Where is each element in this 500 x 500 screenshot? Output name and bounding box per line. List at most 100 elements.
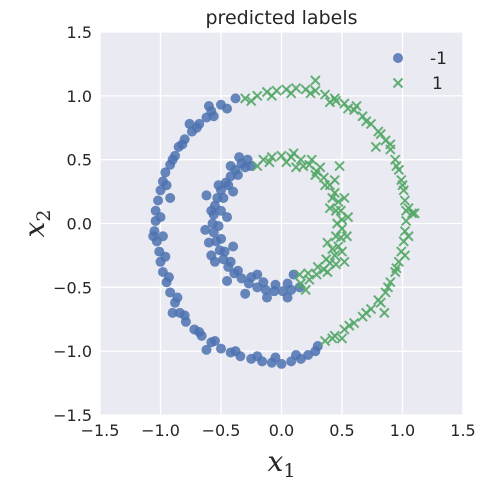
point-pos-116 [294, 269, 305, 280]
point-pos-55 [375, 297, 386, 308]
point-pos-112 [290, 162, 302, 173]
y-tick-label-4: 0.5 [67, 151, 92, 170]
point-neg-112 [282, 292, 293, 303]
point-pos-100 [302, 268, 314, 279]
point-neg-81 [236, 273, 247, 284]
legend-label-pos: 1 [432, 74, 443, 94]
point-pos-108 [336, 246, 348, 257]
point-neg-56 [270, 352, 281, 363]
y-tick-label-0: −1.5 [53, 406, 92, 425]
point-neg-84 [260, 284, 271, 295]
y-tick-label-5: 1.0 [67, 87, 92, 106]
point-neg-93 [216, 205, 226, 216]
point-pos-47 [391, 160, 402, 172]
point-neg-116 [228, 241, 239, 252]
point-pos-59 [310, 75, 321, 86]
point-neg-64 [201, 344, 212, 355]
point-pos-113 [306, 154, 317, 165]
point-neg-48 [160, 251, 171, 262]
point-pos-61 [351, 100, 362, 112]
point-pos-105 [339, 192, 350, 204]
point-pos-29 [385, 277, 396, 288]
series-pos-points [239, 75, 420, 347]
point-pos-50 [406, 208, 418, 219]
point-neg-94 [213, 221, 224, 232]
point-pos-46 [385, 139, 396, 150]
point-neg-103 [234, 152, 245, 163]
point-pos-118 [339, 256, 350, 268]
point-neg-57 [291, 349, 302, 360]
x-tick-label-1: −1.0 [141, 421, 180, 440]
point-neg-119 [201, 190, 212, 201]
x-tick-label-3: 0.0 [269, 421, 294, 440]
point-pos-64 [379, 307, 390, 319]
point-pos-89 [281, 157, 292, 168]
point-pos-87 [295, 278, 307, 289]
y-tick-label-6: 1.5 [67, 23, 92, 42]
x-tick-label-5: 1.0 [390, 421, 415, 440]
point-pos-99 [312, 261, 324, 273]
point-pos-39 [266, 90, 278, 102]
point-pos-43 [342, 103, 354, 114]
point-pos-67 [266, 151, 278, 163]
point-pos-92 [319, 179, 331, 191]
point-pos-117 [334, 160, 345, 172]
point-pos-57 [344, 320, 355, 331]
point-pos-114 [324, 202, 336, 214]
point-pos-37 [319, 335, 331, 347]
series-neg-points [148, 93, 323, 369]
y-tick-labels: −1.5 −1.0 −0.5 0.0 0.5 1.0 1.5 [53, 23, 92, 425]
point-neg-101 [270, 279, 281, 290]
point-neg-115 [222, 212, 233, 223]
point-pos-41 [305, 88, 316, 99]
point-pos-96 [330, 231, 342, 242]
point-pos-75 [329, 187, 340, 199]
y-tick-label-1: −1.0 [53, 342, 92, 361]
point-pos-54 [382, 282, 394, 293]
legend: -1 1 [392, 49, 447, 94]
point-neg-13 [153, 195, 164, 206]
legend-label-neg: -1 [430, 49, 447, 69]
point-neg-41 [208, 111, 219, 122]
point-neg-0 [230, 93, 241, 104]
point-neg-90 [232, 169, 243, 180]
point-neg-117 [252, 269, 263, 280]
point-neg-60 [184, 118, 195, 129]
point-pos-68 [276, 150, 287, 162]
point-pos-101 [252, 160, 263, 172]
x-tick-label-2: −0.5 [202, 421, 241, 440]
point-neg-22 [165, 287, 176, 298]
point-pos-62 [370, 141, 382, 153]
point-neg-102 [282, 278, 293, 289]
point-neg-53 [209, 335, 220, 346]
point-pos-88 [264, 157, 275, 168]
point-neg-121 [206, 250, 217, 261]
point-neg-95 [216, 233, 226, 244]
legend-x-glyph [392, 77, 404, 89]
point-neg-58 [312, 341, 323, 352]
point-pos-82 [329, 250, 340, 261]
point-pos-8 [319, 89, 331, 100]
point-neg-49 [163, 272, 174, 283]
point-neg-110 [240, 288, 251, 299]
point-pos-98 [321, 254, 332, 265]
point-neg-54 [230, 346, 241, 357]
point-pos-53 [391, 262, 402, 274]
point-pos-38 [246, 95, 257, 107]
point-neg-63 [167, 307, 178, 318]
point-pos-58 [327, 333, 338, 344]
point-neg-46 [155, 212, 166, 223]
point-neg-29 [216, 343, 226, 354]
point-pos-102 [288, 148, 299, 159]
y-axis-label: x2 [18, 210, 55, 238]
point-pos-10 [339, 98, 350, 109]
point-pos-103 [315, 162, 326, 173]
x-tick-label-6: 1.5 [450, 421, 475, 440]
legend-marker-neg [393, 53, 403, 63]
point-pos-40 [285, 88, 297, 99]
point-neg-10 [160, 167, 171, 178]
point-pos-63 [409, 208, 420, 219]
point-pos-106 [342, 211, 354, 223]
point-neg-107 [203, 237, 214, 248]
